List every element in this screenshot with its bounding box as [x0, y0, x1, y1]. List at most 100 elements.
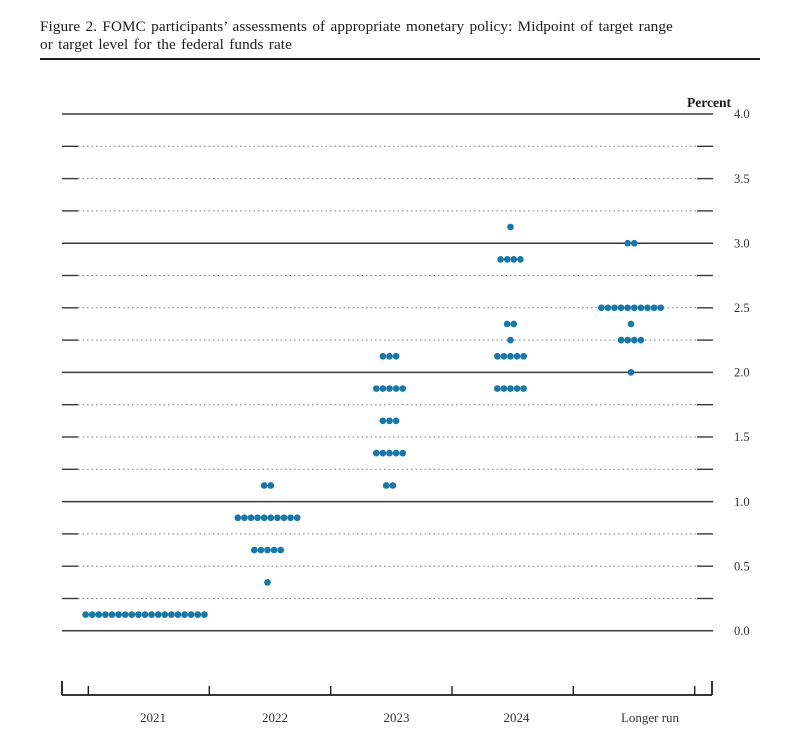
projection-dot [168, 611, 175, 619]
projection-dot [392, 417, 400, 425]
projection-dot [520, 352, 528, 360]
projection-dot [657, 304, 665, 312]
projection-dot [500, 352, 508, 360]
projection-dot [264, 579, 271, 586]
projection-dot [493, 352, 501, 360]
projection-dot [500, 385, 508, 392]
projection-dot [644, 304, 651, 312]
projection-dot [267, 514, 275, 522]
projection-dot [128, 611, 136, 619]
projection-dot [254, 514, 261, 522]
projection-dot [194, 611, 202, 619]
projection-dot [121, 611, 129, 619]
x-category-label: 2024 [504, 710, 531, 725]
projection-dot [392, 385, 400, 392]
y-tick-label: 0.0 [734, 624, 750, 638]
projection-dot [379, 449, 387, 457]
projection-dot [507, 385, 514, 392]
projection-dot [386, 449, 393, 457]
projection-dot [154, 611, 162, 619]
projection-dot [382, 482, 390, 489]
projection-dot [115, 611, 122, 619]
projection-dot [510, 320, 518, 328]
x-category-label: Longer run [621, 710, 680, 725]
projection-dot [379, 385, 387, 392]
projection-dot [517, 256, 524, 263]
projection-dot [274, 514, 281, 522]
projection-dot [234, 514, 242, 522]
projection-dot [611, 304, 618, 312]
projection-dot [507, 223, 514, 231]
x-category-label: 2023 [384, 710, 410, 725]
projection-dot [627, 320, 635, 328]
projection-dot [627, 369, 635, 376]
projection-dot [267, 482, 275, 489]
x-category-label: 2021 [140, 710, 166, 725]
projection-dot [277, 546, 285, 554]
projection-dot [386, 385, 393, 392]
y-tick-label: 1.0 [734, 495, 750, 509]
projection-dot [174, 611, 182, 619]
y-tick-label: 1.5 [734, 430, 750, 444]
y-tick-label: 3.5 [734, 172, 750, 186]
projection-dot [392, 352, 400, 360]
y-tick-label: 3.0 [734, 236, 750, 250]
projection-dot [624, 304, 632, 312]
y-tick-label: 2.5 [734, 301, 750, 315]
projection-dot [287, 514, 294, 522]
projection-dot [497, 256, 504, 263]
projection-dot [102, 611, 109, 619]
projection-dot [135, 611, 142, 619]
y-tick-label: 0.5 [734, 559, 750, 573]
projection-dot [507, 352, 514, 360]
projection-dot [650, 304, 658, 312]
projection-dot [389, 482, 397, 489]
projection-dot [624, 336, 632, 344]
projection-dot [372, 385, 380, 392]
projection-dot [187, 611, 195, 619]
projection-dot [181, 611, 188, 619]
projection-dot [637, 336, 645, 344]
projection-dot [399, 385, 407, 392]
projection-dot [264, 546, 271, 554]
projection-dot [372, 449, 380, 457]
projection-dot [630, 336, 638, 344]
y-axis-unit-label: Percent [687, 95, 731, 110]
projection-dot [630, 239, 638, 247]
projection-dot [624, 239, 632, 247]
projection-dot [510, 256, 518, 263]
projection-dot [520, 385, 528, 392]
projection-dot [513, 352, 521, 360]
y-tick-label: 2.0 [734, 366, 750, 380]
projection-dot [257, 546, 265, 554]
projection-dot [141, 611, 149, 619]
y-tick-label: 4.0 [734, 107, 750, 121]
projection-dot [270, 546, 278, 554]
figure-title-line2: or target level for the federal funds ra… [40, 35, 292, 53]
projection-dot [503, 320, 511, 328]
projection-dot [201, 611, 208, 619]
figure-title: Figure 2. FOMC participants’ assessments… [40, 18, 762, 53]
projection-dot [241, 514, 248, 522]
projection-dot [260, 482, 268, 489]
projection-dot [88, 611, 96, 619]
projection-dot [108, 611, 116, 619]
projection-dot [293, 514, 301, 522]
projection-dot [260, 514, 268, 522]
projection-dot [250, 546, 258, 554]
projection-dot [507, 336, 514, 344]
projection-dot [637, 304, 645, 312]
figure-title-line1: Figure 2. FOMC participants’ assessments… [40, 18, 673, 35]
x-category-label: 2022 [262, 710, 288, 725]
projection-dot [617, 304, 625, 312]
projection-dot [247, 514, 255, 522]
projection-dot [493, 385, 501, 392]
projection-dot [503, 256, 511, 263]
projection-dot [604, 304, 612, 312]
projection-dot [630, 304, 638, 312]
projection-dot [161, 611, 169, 619]
projection-dot [617, 336, 625, 344]
title-rule [40, 58, 760, 60]
